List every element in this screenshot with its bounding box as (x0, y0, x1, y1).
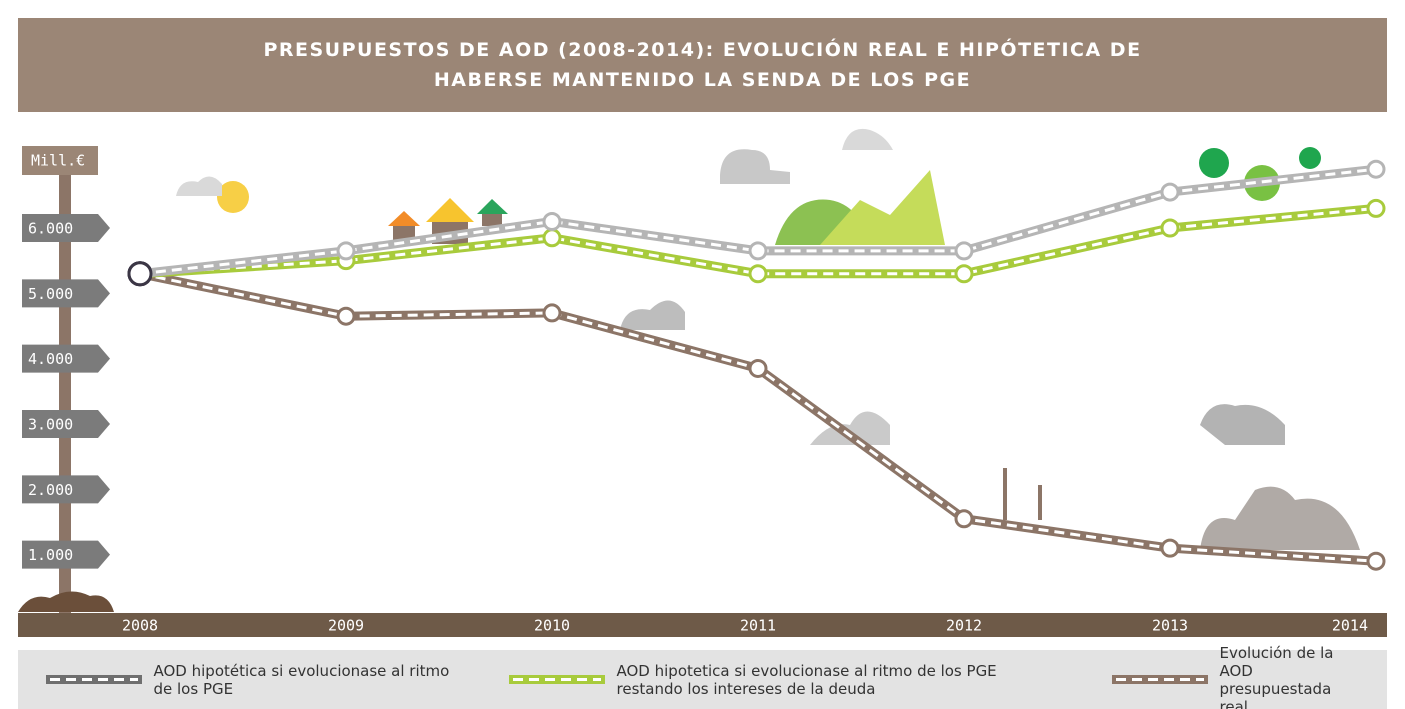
cloud (620, 300, 685, 330)
house (482, 212, 502, 226)
x-axis-band (18, 613, 1387, 637)
point (748, 358, 768, 378)
point (954, 264, 974, 284)
rocks (1200, 486, 1360, 550)
x-tick-label: 2009 (328, 617, 364, 635)
y-tick-sign (22, 279, 110, 308)
point (542, 211, 562, 231)
point (127, 261, 153, 287)
cloud (810, 411, 890, 445)
legend-swatch (45, 675, 142, 684)
y-tick-sign (22, 214, 110, 242)
point (1366, 159, 1386, 179)
y-label-box (22, 146, 98, 175)
point (748, 264, 768, 284)
cloud (720, 149, 790, 184)
x-tick-label: 2010 (534, 617, 570, 635)
legend-swatch (1111, 675, 1208, 684)
point (336, 241, 356, 261)
series-line (139, 203, 1377, 279)
legend-label: Evolución de la AOD presupuestada real (1219, 643, 1334, 709)
cloud (842, 128, 893, 150)
house (393, 224, 415, 240)
title-band: PRESUPUESTOS DE AOD (2008-2014): EVOLUCI… (18, 18, 1387, 112)
cloud (1200, 404, 1285, 445)
dead-tree (1003, 468, 1042, 520)
x-tick-label: 2011 (740, 617, 776, 635)
ground (18, 591, 114, 612)
y-tick-label: 5.000 (28, 285, 73, 303)
legend-label: AOD hipotética si evolucionase al ritmo … (153, 661, 450, 698)
tree (1299, 147, 1321, 169)
point (542, 303, 562, 323)
legend-item: AOD hipotética si evolucionase al ritmo … (45, 661, 454, 698)
y-tick-sign (22, 540, 110, 569)
point (954, 241, 974, 261)
legend: AOD hipotética si evolucionase al ritmo … (18, 644, 1387, 709)
legend-item: Evolución de la AOD presupuestada real (1111, 643, 1360, 709)
cloud (176, 176, 222, 196)
series-dash (139, 272, 1377, 563)
point (1160, 538, 1180, 558)
y-tick-label: 4.000 (28, 350, 73, 368)
legend-swatch (508, 675, 605, 684)
legend-item: AOD hipotetica si evolucionase al ritmo … (508, 661, 1057, 698)
signpost-pole (59, 160, 71, 620)
mountain (820, 170, 945, 245)
x-tick-label: 2013 (1152, 617, 1188, 635)
y-tick-sign (22, 344, 110, 373)
x-tick-label: 2014 (1332, 617, 1368, 635)
y-axis-label: Mill.€ (31, 152, 85, 170)
tree (1199, 148, 1229, 178)
y-tick-sign (22, 475, 110, 504)
chart: Mill.€ 1.000 2.000 3.000 4.000 5.000 6.000 200… (18, 128, 1387, 637)
point (336, 306, 356, 326)
y-tick-label: 6.000 (28, 220, 73, 238)
point (1366, 551, 1386, 571)
x-tick-label: 2012 (946, 617, 982, 635)
chart-title: PRESUPUESTOS DE AOD (2008-2014): EVOLUCI… (263, 39, 1142, 91)
point (542, 228, 562, 248)
roof (388, 211, 420, 226)
series-line (139, 269, 1377, 566)
point (748, 241, 768, 261)
point (954, 509, 974, 529)
y-tick-label: 2.000 (28, 481, 73, 499)
roof (426, 198, 474, 222)
point (1160, 218, 1180, 238)
sun (217, 181, 249, 213)
legend-label: AOD hipotetica si evolucionase al ritmo … (616, 661, 997, 698)
y-tick-sign (22, 410, 110, 438)
y-tick-label: 3.000 (28, 416, 73, 434)
x-tick-label: 2008 (122, 617, 158, 635)
roof (477, 199, 508, 214)
point (1160, 182, 1180, 202)
y-tick-label: 1.000 (28, 546, 73, 564)
point (1366, 198, 1386, 218)
